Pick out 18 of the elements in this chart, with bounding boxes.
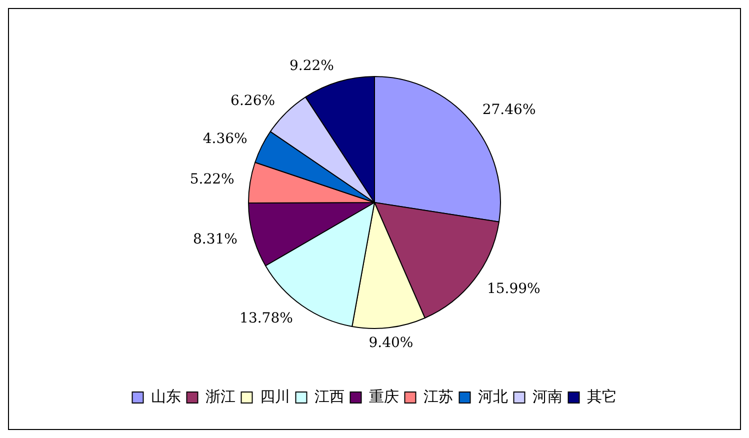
data-label: 9.22% [289,58,334,74]
legend-label: 浙江 [205,387,236,406]
data-label: 15.99% [486,280,540,297]
legend-label: 河南 [532,387,562,406]
legend-label: 山东 [150,387,181,406]
legend-label: 其它 [586,387,617,406]
data-label: 6.26% [230,92,276,109]
data-label: 4.36% [202,130,248,147]
legend-label: 江西 [314,387,344,406]
legend-label: 四川 [260,387,290,406]
data-label: 9.40% [368,335,414,352]
data-label: 13.78% [240,310,293,326]
legend-label: 河北 [478,387,508,406]
data-label: 5.22% [190,171,234,188]
legend-label: 重庆 [368,387,399,406]
data-label: 8.31% [192,231,238,248]
legend-label: 江苏 [423,387,454,406]
data-label: 27.46% [482,102,536,118]
